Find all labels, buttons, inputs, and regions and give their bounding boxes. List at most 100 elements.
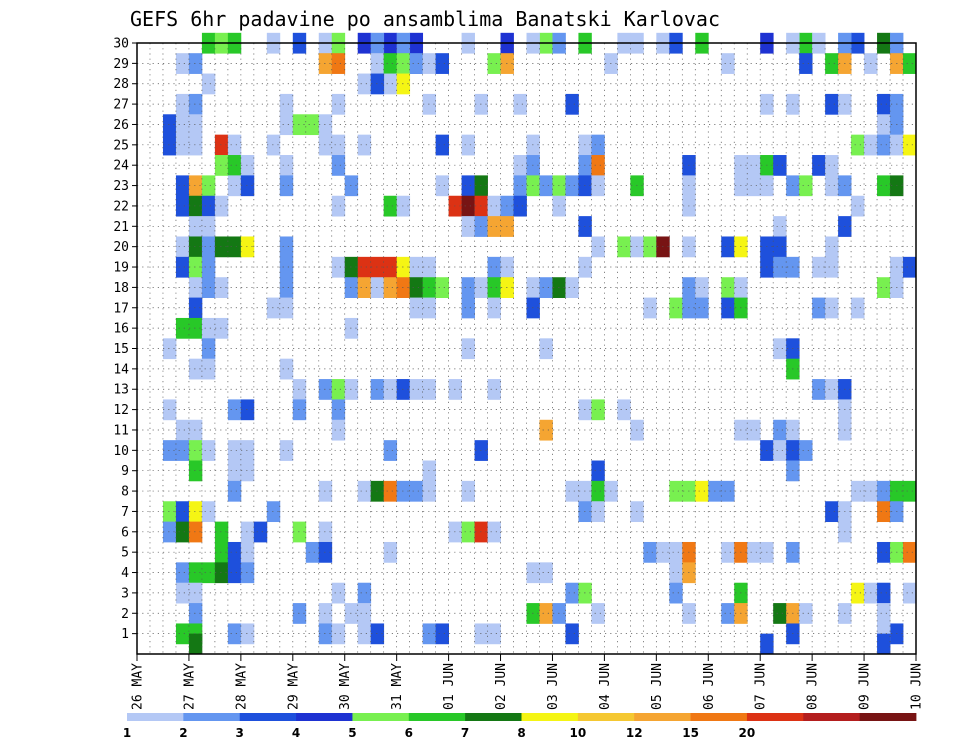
heatmap-cell	[279, 440, 294, 461]
heatmap-cell	[227, 460, 242, 482]
heatmap-cell	[487, 53, 501, 74]
heatmap-cell	[253, 521, 268, 543]
colorbar-label: 3	[236, 726, 244, 740]
heatmap-cells	[162, 32, 917, 655]
heatmap-cell	[240, 236, 255, 258]
x-tick-label: 02 JUN	[494, 663, 509, 710]
heatmap-cell	[188, 521, 203, 543]
heatmap-cell	[825, 53, 839, 74]
x-tick-label: 01 JUN	[442, 663, 457, 710]
x-tick-label: 29 MAY	[286, 663, 301, 710]
heatmap-cell	[487, 256, 501, 278]
heatmap-cell	[539, 603, 553, 624]
heatmap-cell	[617, 236, 631, 258]
heatmap-cell	[461, 480, 475, 502]
x-tick-label: 07 JUN	[754, 663, 769, 710]
heatmap-cell	[461, 521, 475, 543]
colorbar-label: 10	[570, 726, 587, 740]
y-tick-label: 10	[113, 444, 129, 459]
heatmap-cell	[799, 53, 813, 74]
heatmap-cell	[318, 53, 333, 74]
heatmap-cell	[383, 541, 398, 563]
colorbar-label: 20	[739, 726, 756, 740]
heatmap-cell	[188, 603, 203, 624]
y-tick-label: 25	[113, 138, 129, 153]
heatmap-cell	[227, 541, 242, 563]
heatmap-cell	[773, 440, 787, 461]
colorbar-swatch	[521, 713, 579, 721]
heatmap-cell	[201, 338, 216, 360]
heatmap-cell	[175, 256, 190, 278]
heatmap-cell	[487, 277, 501, 298]
heatmap-cell	[318, 623, 333, 645]
heatmap-cell	[266, 297, 281, 319]
heatmap-cell	[591, 501, 605, 523]
heatmap-cell	[825, 155, 839, 176]
colorbar-swatch	[127, 713, 184, 721]
heatmap-cell	[383, 480, 398, 502]
heatmap-cell	[240, 440, 255, 461]
heatmap-cell	[227, 623, 242, 645]
heatmap-cell	[227, 440, 242, 461]
heatmap-cell	[877, 603, 891, 624]
heatmap-cell	[877, 501, 891, 523]
heatmap-cell	[188, 582, 203, 604]
x-tick-label: 03 JUN	[546, 663, 561, 710]
heatmap-cell	[201, 256, 216, 278]
heatmap-cell	[214, 236, 229, 258]
colorbar-swatch	[634, 713, 691, 721]
heatmap-cell	[240, 541, 255, 563]
heatmap-cell	[201, 216, 216, 237]
y-tick-label: 17	[113, 301, 129, 316]
heatmap-cell	[214, 541, 229, 563]
y-tick-label: 9	[121, 464, 129, 479]
heatmap-cell	[162, 114, 177, 136]
heatmap-cell	[851, 582, 865, 604]
heatmap-cell	[162, 338, 177, 360]
heatmap-cell	[487, 297, 501, 319]
heatmap-cell	[175, 53, 190, 74]
heatmap-cell	[539, 562, 553, 584]
heatmap-cell	[721, 53, 735, 74]
heatmap-cell	[227, 175, 242, 197]
y-tick-label: 24	[113, 159, 129, 174]
heatmap-cell	[240, 399, 255, 421]
heatmap-cell	[292, 114, 307, 136]
heatmap-cell	[409, 480, 424, 502]
y-tick-label: 12	[113, 403, 129, 418]
heatmap-cell	[240, 562, 255, 584]
heatmap-cell	[318, 480, 333, 502]
heatmap-cell	[877, 134, 891, 156]
heatmap-cell	[331, 379, 346, 400]
heatmap-cell	[331, 93, 346, 115]
y-tick-label: 21	[113, 220, 129, 235]
heatmap-cell	[851, 134, 865, 156]
heatmap-cell	[292, 521, 307, 543]
heatmap-cell	[188, 460, 203, 482]
heatmap-cell	[331, 256, 346, 278]
heatmap-cell	[227, 399, 242, 421]
heatmap-cell	[591, 603, 605, 624]
heatmap-cell	[331, 134, 346, 156]
heatmap-cell	[825, 175, 839, 197]
heatmap-cell	[435, 53, 449, 74]
heatmap-cell	[188, 440, 203, 461]
heatmap-cell	[435, 175, 449, 197]
heatmap-cell	[773, 338, 787, 360]
heatmap-cell	[279, 256, 294, 278]
heatmap-cell	[357, 480, 372, 502]
y-tick-label: 6	[121, 525, 129, 540]
heatmap-cell	[721, 603, 735, 624]
heatmap-cell	[383, 195, 398, 217]
heatmap-cell	[188, 53, 203, 74]
colorbar-swatch	[296, 713, 353, 721]
heatmap-cell	[214, 521, 229, 543]
y-tick-label: 7	[121, 505, 129, 520]
heatmap-cell	[279, 358, 294, 380]
x-tick-label: 30 MAY	[338, 663, 353, 710]
heatmap-cell	[331, 399, 346, 421]
heatmap-cell	[344, 379, 359, 400]
heatmap-cell	[279, 297, 294, 319]
colorbar-swatch	[690, 713, 748, 721]
y-tick-label: 16	[113, 322, 129, 337]
